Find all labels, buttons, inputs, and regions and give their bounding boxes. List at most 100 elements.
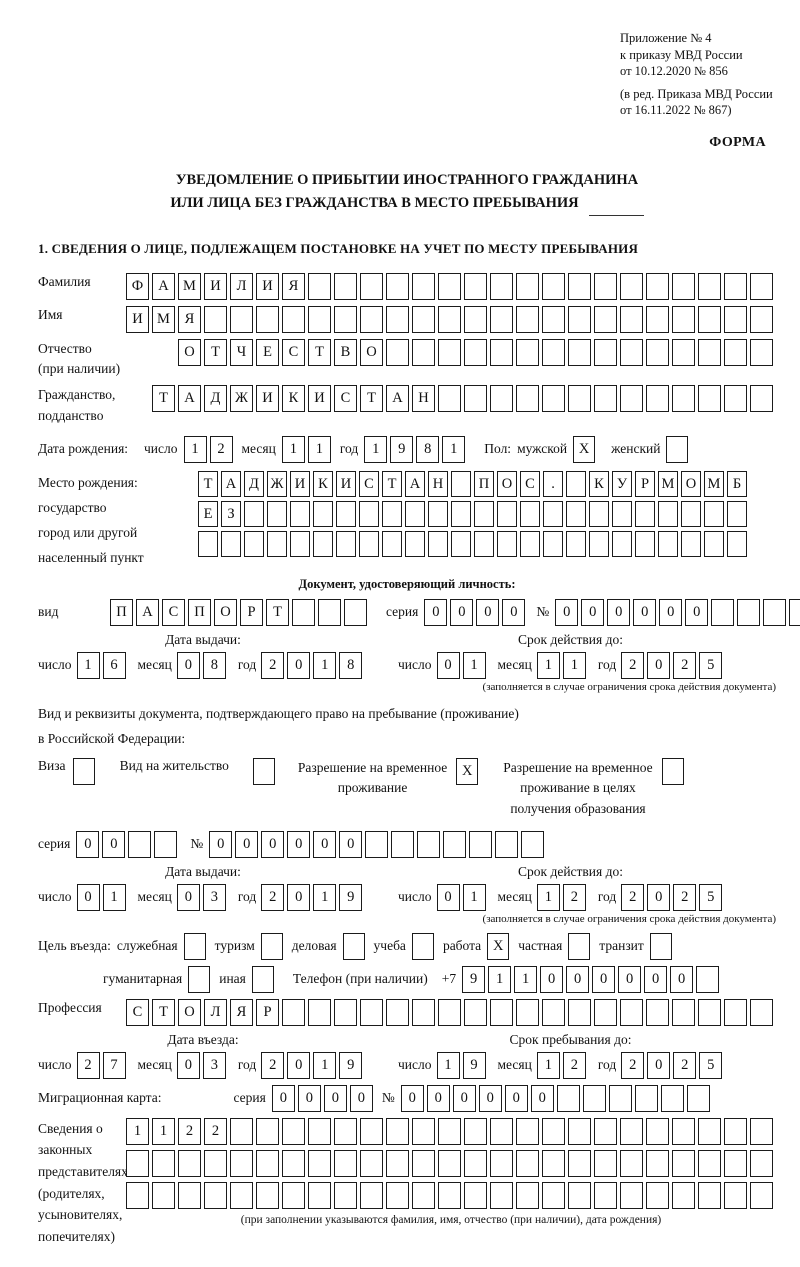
char-cell[interactable]: [152, 1181, 175, 1209]
char-cell[interactable]: [256, 1149, 279, 1177]
char-cell[interactable]: [750, 998, 773, 1026]
char-cell[interactable]: 0: [209, 830, 233, 858]
char-cell[interactable]: А: [386, 385, 409, 413]
char-cell[interactable]: 0: [323, 1084, 347, 1112]
char-cell[interactable]: [490, 998, 513, 1026]
char-cell[interactable]: 1: [462, 883, 486, 911]
char-cell[interactable]: 1: [126, 1117, 149, 1145]
char-cell[interactable]: [308, 305, 331, 333]
char-cell[interactable]: Ж: [230, 385, 253, 413]
char-cell[interactable]: 1: [281, 435, 305, 463]
char-cell[interactable]: [763, 598, 787, 626]
char-cell[interactable]: 1: [313, 1051, 337, 1079]
char-cell[interactable]: [646, 385, 669, 413]
char-cell[interactable]: 1: [514, 965, 538, 993]
char-cell[interactable]: [594, 338, 617, 366]
char-cell[interactable]: О: [360, 338, 383, 366]
char-cell[interactable]: О: [214, 598, 237, 626]
char-cell[interactable]: [568, 1149, 591, 1177]
char-cell[interactable]: 1: [562, 651, 586, 679]
char-cell[interactable]: 9: [339, 883, 363, 911]
char-cell[interactable]: [594, 305, 617, 333]
char-cell[interactable]: [405, 530, 425, 557]
char-cell[interactable]: 0: [76, 883, 100, 911]
char-cell[interactable]: 3: [202, 1051, 226, 1079]
purpose-sluzhebnaya-checkbox[interactable]: [183, 932, 206, 960]
char-cell[interactable]: 9: [462, 1051, 486, 1079]
char-cell[interactable]: [594, 1117, 617, 1145]
char-cell[interactable]: [154, 830, 178, 858]
char-cell[interactable]: 0: [436, 883, 460, 911]
char-cell[interactable]: [334, 998, 357, 1026]
char-cell[interactable]: [704, 530, 724, 557]
char-cell[interactable]: [672, 1181, 695, 1209]
char-cell[interactable]: И: [308, 385, 331, 413]
char-cell[interactable]: 1: [442, 435, 466, 463]
char-cell[interactable]: [620, 998, 643, 1026]
char-cell[interactable]: [230, 1181, 253, 1209]
char-cell[interactable]: [516, 338, 539, 366]
char-cell[interactable]: М: [178, 272, 201, 300]
char-cell[interactable]: 0: [452, 1084, 476, 1112]
char-cell[interactable]: 1: [313, 651, 337, 679]
char-cell[interactable]: [256, 305, 279, 333]
temp-residence-permit-checkbox[interactable]: X: [456, 758, 479, 786]
char-cell[interactable]: 0: [287, 651, 311, 679]
char-cell[interactable]: [386, 1117, 409, 1145]
char-cell[interactable]: [686, 1084, 710, 1112]
char-cell[interactable]: [566, 470, 586, 497]
char-cell[interactable]: М: [704, 470, 724, 497]
char-cell[interactable]: [516, 998, 539, 1026]
char-cell[interactable]: Т: [360, 385, 383, 413]
char-cell[interactable]: Д: [244, 470, 264, 497]
char-cell[interactable]: Е: [198, 500, 218, 527]
char-cell[interactable]: [724, 1181, 747, 1209]
char-cell[interactable]: [438, 305, 461, 333]
char-cell[interactable]: [750, 1117, 773, 1145]
char-cell[interactable]: С: [334, 385, 357, 413]
char-cell[interactable]: [711, 598, 735, 626]
char-cell[interactable]: [634, 1084, 658, 1112]
char-cell[interactable]: [308, 1117, 331, 1145]
char-cell[interactable]: [727, 500, 747, 527]
char-cell[interactable]: С: [162, 598, 185, 626]
char-cell[interactable]: Л: [230, 272, 253, 300]
purpose-turizm-checkbox[interactable]: [260, 932, 283, 960]
char-cell[interactable]: [334, 1181, 357, 1209]
char-cell[interactable]: [244, 530, 264, 557]
char-cell[interactable]: [672, 272, 695, 300]
char-cell[interactable]: 0: [504, 1084, 528, 1112]
char-cell[interactable]: [568, 272, 591, 300]
char-cell[interactable]: 5: [699, 1051, 723, 1079]
purpose-ucheba-checkbox[interactable]: [411, 932, 434, 960]
char-cell[interactable]: 2: [673, 883, 697, 911]
char-cell[interactable]: О: [178, 338, 201, 366]
char-cell[interactable]: 2: [562, 1051, 586, 1079]
char-cell[interactable]: 0: [450, 598, 474, 626]
char-cell[interactable]: Я: [282, 272, 305, 300]
char-cell[interactable]: [516, 305, 539, 333]
char-cell[interactable]: 1: [462, 651, 486, 679]
char-cell[interactable]: И: [336, 470, 356, 497]
char-cell[interactable]: 0: [555, 598, 579, 626]
char-cell[interactable]: 7: [102, 1051, 126, 1079]
char-cell[interactable]: [230, 1117, 253, 1145]
char-cell[interactable]: [204, 1149, 227, 1177]
char-cell[interactable]: 9: [339, 1051, 363, 1079]
char-cell[interactable]: [360, 1181, 383, 1209]
char-cell[interactable]: 0: [176, 1051, 200, 1079]
char-cell[interactable]: [672, 998, 695, 1026]
char-cell[interactable]: 0: [287, 830, 311, 858]
char-cell[interactable]: [464, 272, 487, 300]
char-cell[interactable]: [308, 272, 331, 300]
char-cell[interactable]: 1: [536, 651, 560, 679]
char-cell[interactable]: 0: [592, 965, 616, 993]
char-cell[interactable]: [594, 998, 617, 1026]
char-cell[interactable]: [267, 500, 287, 527]
char-cell[interactable]: 0: [297, 1084, 321, 1112]
char-cell[interactable]: [382, 530, 402, 557]
char-cell[interactable]: [737, 598, 761, 626]
char-cell[interactable]: [681, 530, 701, 557]
char-cell[interactable]: 2: [209, 435, 233, 463]
char-cell[interactable]: [620, 338, 643, 366]
